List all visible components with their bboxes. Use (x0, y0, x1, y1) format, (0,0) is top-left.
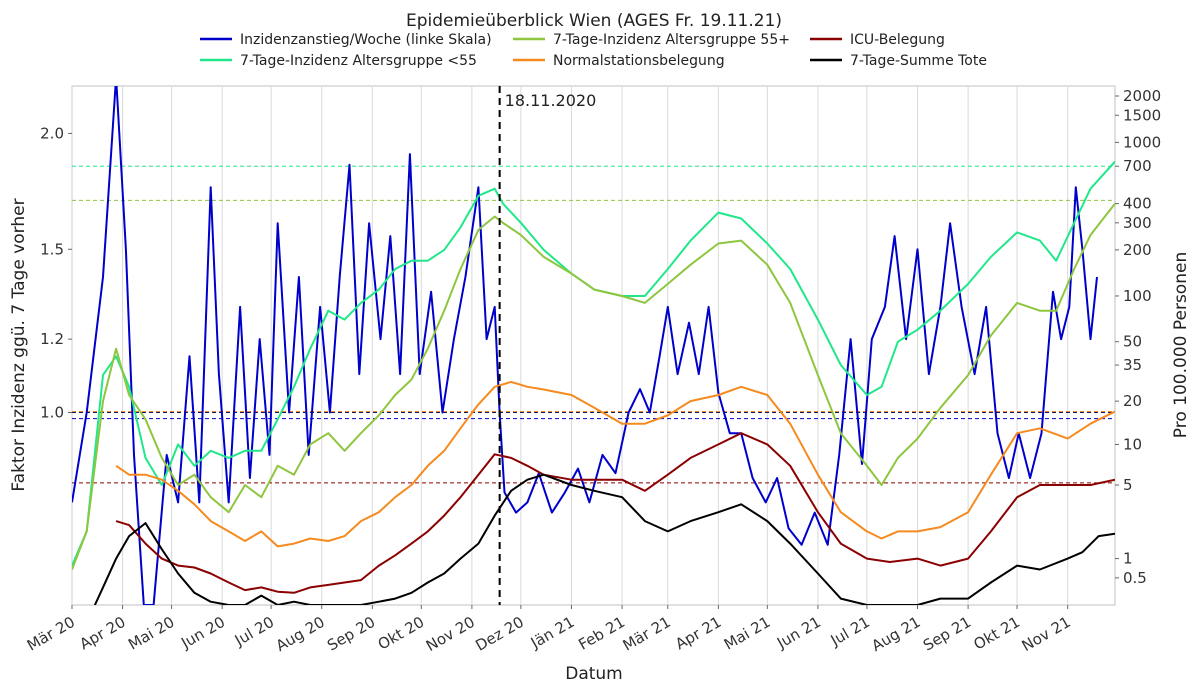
right-tick-label: 300 (1123, 214, 1152, 232)
series-line-1 (72, 86, 1098, 605)
plot-frame (71, 85, 1116, 606)
y-axis-label-right: Pro 100.000 Personen (1171, 252, 1191, 438)
x-tick-label: Dez 20 (472, 613, 526, 655)
x-tick-label: Okt 20 (375, 613, 428, 654)
right-tick-label: 0.5 (1123, 569, 1147, 587)
reference-lines (72, 165, 1115, 484)
x-tick-label: Jul 21 (827, 613, 873, 650)
legend-label: 7-Tage-Inzidenz Altersgruppe 55+ (553, 32, 790, 48)
series-line-2 (72, 160, 1115, 566)
x-tick-label: Mär 21 (620, 613, 674, 655)
left-tick-label: 1.0 (40, 404, 64, 422)
annotation-layer: 18.11.2020 (498, 86, 597, 605)
chart-title: Epidemieüberblick Wien (AGES Fr. 19.11.2… (406, 11, 782, 31)
x-tick-label: Mai 21 (721, 613, 773, 654)
series-line-5 (115, 432, 1115, 594)
right-tick-label: 50 (1123, 333, 1142, 351)
legend-label: 7-Tage-Inzidenz Altersgruppe <55 (240, 53, 477, 69)
right-tick-label: 10 (1123, 435, 1142, 453)
x-tick-label: Aug 21 (868, 613, 923, 655)
right-tick-label: 5 (1123, 476, 1133, 494)
left-tick-label: 1.5 (40, 240, 64, 258)
legend-label: 7-Tage-Summe Tote (850, 53, 987, 69)
right-tick-label: 1500 (1123, 106, 1161, 124)
left-axis-ticks: 1.0 1.2 1.5 2.0 (40, 124, 72, 422)
x-tick-label: Sep 21 (920, 613, 974, 655)
right-tick-label: 2000 (1123, 87, 1161, 105)
legend-label: Normalstationsbelegung (553, 53, 725, 69)
series-layer (72, 86, 1115, 605)
x-tick-label: Feb 21 (575, 613, 628, 654)
x-tick-label: Jän 21 (527, 613, 578, 653)
right-tick-label: 100 (1123, 287, 1152, 305)
legend-label: Inzidenzanstieg/Woche (linke Skala) (240, 32, 492, 48)
left-tick-label: 2.0 (40, 124, 64, 142)
x-axis-label: Datum (565, 664, 623, 684)
x-tick-label: Apr 20 (76, 613, 128, 653)
x-tick-label: Jul 20 (231, 613, 277, 650)
x-tick-label: Jun 21 (773, 613, 824, 653)
x-tick-label: Jun 20 (177, 613, 228, 653)
right-tick-label: 1 (1123, 550, 1133, 568)
x-tick-label: Nov 20 (423, 613, 478, 655)
left-tick-label: 1.2 (40, 330, 64, 348)
right-tick-label: 400 (1123, 195, 1152, 213)
x-tick-label: Apr 21 (672, 613, 724, 653)
series-line-6 (93, 473, 1115, 605)
legend: Inzidenzanstieg/Woche (linke Skala) 7-Tag… (200, 32, 987, 69)
right-tick-label: 200 (1123, 241, 1152, 259)
legend-label: ICU-Belegung (850, 32, 945, 48)
x-tick-label: Sep 20 (324, 613, 378, 655)
x-tick-label: Nov 21 (1019, 613, 1074, 655)
annotation-label: 18.11.2020 (505, 91, 597, 110)
right-tick-label: 20 (1123, 392, 1142, 410)
right-tick-label: 700 (1123, 157, 1152, 175)
series-line-3 (72, 202, 1115, 570)
x-tick-label: Okt 21 (971, 613, 1024, 654)
x-tick-label: Mär 20 (24, 613, 78, 655)
y-axis-label-left: Faktor Inzidenz ggü. 7 Tage vorher (9, 198, 29, 491)
series-line-4 (115, 380, 1115, 548)
x-tick-label: Aug 20 (273, 613, 328, 655)
right-tick-label: 35 (1123, 356, 1142, 374)
x-tick-label: Mai 20 (125, 613, 177, 654)
right-tick-label: 1000 (1123, 133, 1161, 151)
